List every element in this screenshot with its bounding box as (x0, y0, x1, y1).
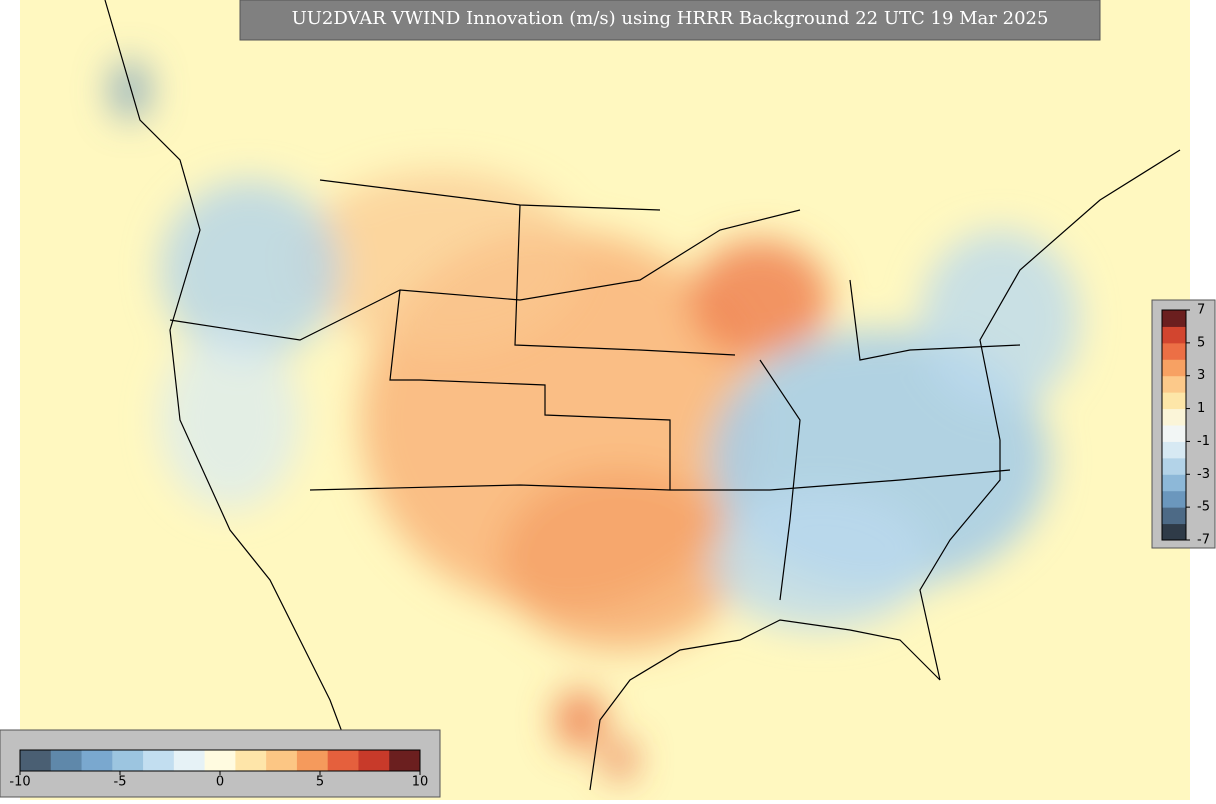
colorbar-segment (235, 750, 267, 771)
colorbar-tick-label: 7 (1197, 303, 1205, 318)
colorbar-segment (1162, 375, 1186, 393)
colorbar-segment (1162, 310, 1186, 327)
colorbar-segment (1162, 408, 1186, 426)
colorbar-segment (1162, 392, 1186, 410)
colorbar-segment (1162, 441, 1186, 459)
colorbar-segment (1162, 507, 1186, 525)
colorbar-tick-label: -5 (1197, 500, 1210, 515)
colorbar-segment (50, 750, 83, 771)
colorbar-segment (20, 750, 52, 771)
colorbar-tick-label: 3 (1197, 368, 1205, 383)
colorbar-tick-label: -10 (9, 775, 30, 790)
colorbar-segment (81, 750, 113, 771)
colorbar-segment (1162, 490, 1186, 508)
colorbar-frame (1161, 309, 1187, 541)
colorbar-segment (1162, 359, 1186, 377)
colorbar-segment (296, 750, 329, 771)
colorbar-segment (1162, 474, 1186, 492)
colorbar-tick-label: -7 (1197, 533, 1210, 548)
colorbar-segment (204, 750, 236, 771)
colorbar-segment (112, 750, 144, 771)
colorbar-tick-label: -5 (114, 775, 127, 790)
colorbar-segment (173, 750, 206, 771)
colorbar-segment (266, 750, 298, 771)
colorbar-tick-label: 0 (216, 775, 224, 790)
map-title: UU2DVAR VWIND Innovation (m/s) using HRR… (292, 8, 1049, 29)
title-box: UU2DVAR VWIND Innovation (m/s) using HRR… (239, 0, 1101, 41)
colorbar-tick-label: 10 (412, 775, 429, 790)
colorbar-segment (389, 750, 421, 771)
colorbar-tick-label: 5 (316, 775, 324, 790)
colorbar-segment (358, 750, 390, 771)
colorbar-segment (1162, 523, 1186, 541)
colorbar-segment (1162, 457, 1186, 475)
colorbar-segment (327, 750, 359, 771)
colorbar-tick-label: -1 (1197, 434, 1210, 449)
colorbar-tick-label: -3 (1197, 467, 1210, 482)
colorbar-tick-label: 1 (1197, 401, 1205, 416)
colorbar-segment (1162, 326, 1186, 344)
colorbar-segment (1162, 425, 1186, 442)
colorbar-segment (1162, 342, 1186, 360)
map (20, 0, 1190, 800)
colorbar-tick-label: 5 (1197, 335, 1205, 350)
colorbar-segment (143, 750, 175, 771)
